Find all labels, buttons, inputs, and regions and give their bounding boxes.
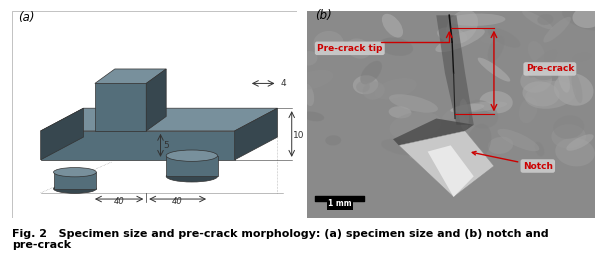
- Ellipse shape: [466, 124, 491, 161]
- Ellipse shape: [487, 28, 520, 48]
- Ellipse shape: [382, 14, 403, 38]
- Ellipse shape: [519, 97, 538, 123]
- Ellipse shape: [325, 135, 341, 145]
- Ellipse shape: [537, 14, 554, 25]
- Ellipse shape: [481, 34, 516, 44]
- Ellipse shape: [480, 91, 513, 113]
- Ellipse shape: [389, 94, 438, 113]
- Polygon shape: [427, 145, 474, 197]
- Ellipse shape: [375, 78, 416, 99]
- Ellipse shape: [525, 81, 576, 109]
- Ellipse shape: [53, 184, 97, 193]
- Text: 4: 4: [280, 79, 286, 88]
- Ellipse shape: [535, 142, 544, 157]
- Ellipse shape: [442, 100, 480, 120]
- Text: Pre-crack tip: Pre-crack tip: [317, 44, 382, 53]
- Ellipse shape: [562, 8, 607, 31]
- Ellipse shape: [551, 124, 586, 149]
- Ellipse shape: [553, 116, 584, 139]
- Polygon shape: [41, 108, 84, 160]
- Ellipse shape: [487, 35, 504, 62]
- Polygon shape: [95, 83, 146, 131]
- Ellipse shape: [362, 81, 385, 100]
- Polygon shape: [235, 108, 277, 160]
- Ellipse shape: [528, 41, 544, 63]
- Ellipse shape: [303, 84, 314, 106]
- Ellipse shape: [554, 73, 594, 106]
- Ellipse shape: [463, 100, 498, 128]
- Ellipse shape: [572, 73, 583, 103]
- Ellipse shape: [543, 17, 571, 43]
- Ellipse shape: [446, 10, 478, 44]
- Ellipse shape: [401, 134, 432, 158]
- Text: Fig. 2   Specimen size and pre-crack morphology: (a) specimen size and (b) notch: Fig. 2 Specimen size and pre-crack morph…: [12, 229, 549, 250]
- Ellipse shape: [166, 150, 217, 161]
- Ellipse shape: [293, 70, 333, 90]
- Ellipse shape: [313, 31, 344, 55]
- Ellipse shape: [347, 39, 371, 59]
- Ellipse shape: [450, 104, 484, 113]
- Ellipse shape: [498, 129, 539, 151]
- Ellipse shape: [379, 37, 413, 56]
- Text: 40: 40: [172, 197, 183, 206]
- Ellipse shape: [566, 134, 594, 151]
- Ellipse shape: [361, 61, 382, 85]
- Ellipse shape: [520, 68, 552, 93]
- Ellipse shape: [459, 99, 469, 131]
- Ellipse shape: [451, 101, 507, 112]
- Text: 10: 10: [293, 131, 305, 140]
- Polygon shape: [146, 69, 166, 131]
- Polygon shape: [166, 156, 217, 176]
- Polygon shape: [95, 69, 166, 83]
- Ellipse shape: [528, 50, 557, 78]
- Ellipse shape: [353, 75, 378, 94]
- Ellipse shape: [356, 81, 370, 93]
- Ellipse shape: [488, 137, 513, 154]
- Ellipse shape: [381, 139, 422, 155]
- Ellipse shape: [53, 168, 97, 177]
- Ellipse shape: [388, 106, 412, 118]
- Ellipse shape: [437, 27, 467, 43]
- Ellipse shape: [572, 53, 591, 61]
- Text: 5: 5: [163, 141, 169, 150]
- Text: 1 mm: 1 mm: [328, 199, 351, 208]
- Text: (b): (b): [315, 9, 332, 22]
- Polygon shape: [436, 15, 474, 125]
- Ellipse shape: [572, 7, 602, 28]
- Text: 40: 40: [114, 197, 124, 206]
- Ellipse shape: [523, 81, 559, 106]
- Ellipse shape: [390, 112, 442, 140]
- Ellipse shape: [300, 51, 317, 66]
- Ellipse shape: [522, 11, 552, 29]
- Ellipse shape: [439, 137, 463, 153]
- Ellipse shape: [410, 151, 443, 160]
- Ellipse shape: [303, 112, 324, 121]
- Polygon shape: [41, 131, 235, 160]
- Ellipse shape: [439, 134, 479, 165]
- Polygon shape: [41, 108, 277, 131]
- Ellipse shape: [478, 57, 510, 82]
- Ellipse shape: [166, 171, 217, 182]
- Ellipse shape: [555, 138, 595, 167]
- Polygon shape: [393, 119, 474, 145]
- Polygon shape: [53, 172, 97, 189]
- Text: Notch: Notch: [472, 151, 553, 170]
- Ellipse shape: [435, 29, 485, 52]
- Polygon shape: [399, 131, 494, 197]
- Text: (a): (a): [18, 11, 35, 25]
- Text: Pre-crack: Pre-crack: [526, 64, 574, 73]
- Ellipse shape: [448, 14, 506, 26]
- Ellipse shape: [558, 67, 570, 93]
- Ellipse shape: [532, 63, 558, 80]
